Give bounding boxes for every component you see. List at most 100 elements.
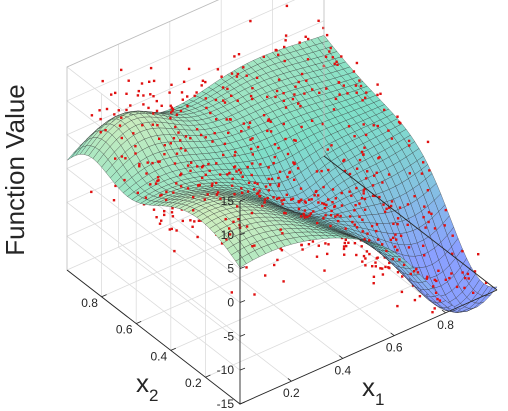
scatter-point xyxy=(267,177,270,181)
z-tick-mark xyxy=(239,232,246,236)
scatter-point xyxy=(365,91,368,94)
scatter-point xyxy=(373,174,376,177)
scatter-point xyxy=(192,209,195,212)
scatter-point xyxy=(219,197,222,200)
scatter-point xyxy=(412,270,416,273)
scatter-point xyxy=(312,210,315,213)
scatter-point xyxy=(378,195,381,199)
scatter-point xyxy=(152,208,156,211)
scatter-point xyxy=(407,246,411,249)
scatter-point xyxy=(187,67,191,71)
scatter-point xyxy=(152,112,155,115)
x1-tick-label: 0.6 xyxy=(386,341,403,355)
scatter-point xyxy=(348,172,352,176)
scatter-point xyxy=(293,93,296,96)
scatter-point xyxy=(215,118,218,121)
scatter-point xyxy=(230,94,233,97)
scatter-point xyxy=(141,124,144,127)
x1-tick-mark xyxy=(390,332,395,336)
scatter-point xyxy=(186,187,190,190)
x1-tick-mark xyxy=(441,309,446,314)
scatter-point xyxy=(220,242,224,245)
scatter-point xyxy=(184,149,187,152)
scatter-point xyxy=(306,215,309,219)
scatter-point xyxy=(240,187,243,190)
scatter-point xyxy=(235,170,238,173)
scatter-point xyxy=(327,168,330,172)
scatter-point xyxy=(225,238,228,241)
scatter-point xyxy=(263,198,267,201)
scatter-point xyxy=(192,196,195,199)
scatter-point xyxy=(296,167,300,170)
scatter-point xyxy=(120,155,124,158)
scatter-point xyxy=(364,177,368,180)
scatter-point xyxy=(159,194,162,197)
scatter-point xyxy=(362,254,366,258)
scatter-point xyxy=(427,211,431,214)
scatter-point xyxy=(321,122,324,126)
scatter-point xyxy=(464,276,467,280)
scatter-point xyxy=(348,190,351,193)
scatter-point xyxy=(125,92,128,95)
scatter-point xyxy=(189,169,192,172)
scatter-point xyxy=(251,153,254,156)
scatter-point xyxy=(374,265,377,268)
scatter-point xyxy=(227,131,230,135)
scatter-point xyxy=(169,104,172,107)
scatter-point xyxy=(114,91,117,95)
scatter-point xyxy=(426,275,429,278)
axis-line-x2 xyxy=(66,269,241,405)
scatter-point xyxy=(420,172,424,175)
scatter-point xyxy=(334,97,338,101)
scatter-point xyxy=(293,178,296,181)
scatter-point xyxy=(398,258,401,261)
scatter-point xyxy=(294,85,297,88)
scatter-point xyxy=(155,109,159,113)
scatter-point xyxy=(98,109,101,112)
scatter-point xyxy=(361,260,364,263)
scatter-point xyxy=(331,201,334,204)
scatter-point xyxy=(337,81,340,84)
x2-tick-label: 0.4 xyxy=(150,349,167,363)
scatter-point xyxy=(432,285,435,288)
scatter-point xyxy=(250,147,253,151)
scatter-point xyxy=(329,46,332,50)
scatter-point xyxy=(392,236,395,239)
scatter-point xyxy=(110,93,113,96)
scatter-point xyxy=(290,198,293,201)
scatter-point xyxy=(322,217,325,220)
scatter-point xyxy=(424,226,427,229)
scatter-point xyxy=(251,97,254,101)
scatter-point xyxy=(258,189,261,192)
scatter-point xyxy=(160,104,163,107)
scatter-point xyxy=(307,198,311,201)
scatter-point xyxy=(324,214,327,217)
scatter-point xyxy=(237,218,240,221)
scatter-point xyxy=(288,171,291,174)
scatter-point xyxy=(372,275,376,278)
scatter-point xyxy=(253,293,256,296)
scatter-point xyxy=(343,253,346,256)
scatter-point xyxy=(353,209,356,212)
scatter-point xyxy=(355,167,359,170)
scatter-point xyxy=(282,198,286,201)
scatter-point xyxy=(189,219,192,222)
scatter-point xyxy=(256,145,260,149)
scatter-point xyxy=(342,247,346,251)
scatter-point xyxy=(170,227,173,231)
axis-line-back-top xyxy=(66,0,325,156)
scatter-point xyxy=(431,311,434,314)
scatter-point xyxy=(299,215,303,218)
scatter-point xyxy=(426,140,430,144)
scatter-point xyxy=(280,249,284,252)
scatter-point xyxy=(266,119,270,122)
scatter-point xyxy=(329,224,332,228)
scatter-point xyxy=(461,250,464,253)
x1-axis-label: x1 xyxy=(362,372,384,409)
scatter-point xyxy=(379,267,382,270)
scatter-point xyxy=(363,146,366,149)
scatter-point xyxy=(226,87,229,91)
scatter-point xyxy=(396,248,399,252)
scatter-point xyxy=(148,80,151,83)
x1-tick-label: 0.2 xyxy=(283,386,300,400)
